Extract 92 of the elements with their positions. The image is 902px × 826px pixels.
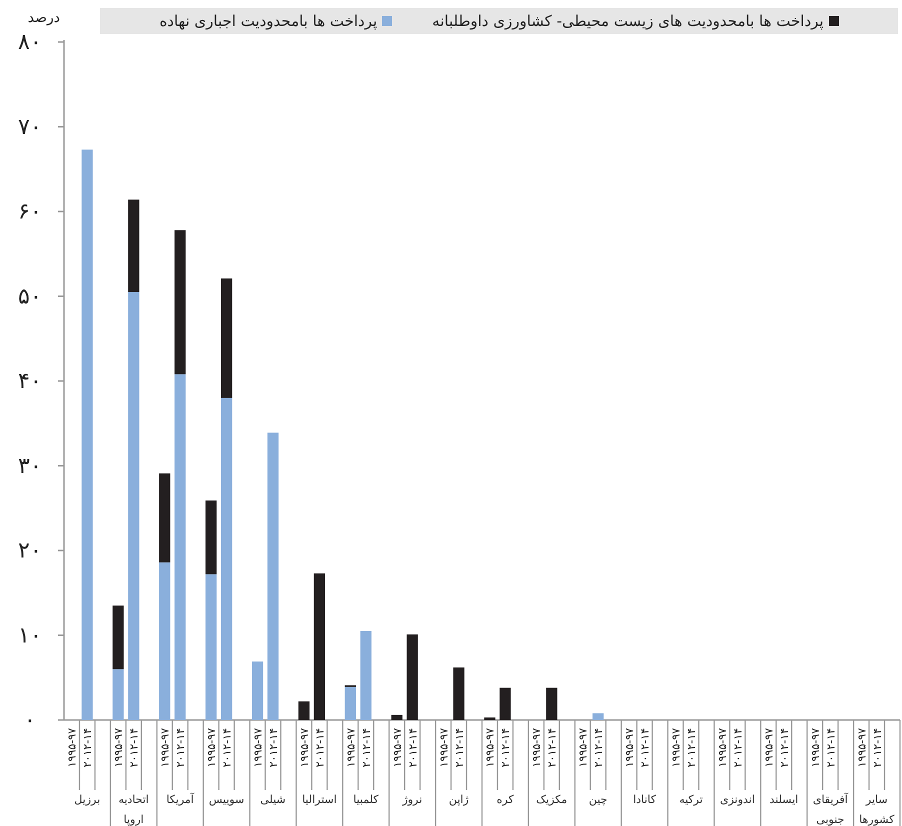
x-tick-label: ۲۰۱۲-۱۴	[220, 728, 234, 768]
bar	[267, 432, 279, 720]
x-tick-label: ۱۹۹۵-۹۷	[855, 728, 868, 768]
y-tick-label: ۲۰	[18, 538, 42, 564]
x-tick-label: ۱۹۹۵-۹۷	[437, 728, 450, 768]
x-tick-label: ۲۰۱۲-۱۴	[685, 728, 698, 768]
bar	[206, 500, 217, 574]
x-tick-label: ۱۹۹۵-۹۷	[670, 728, 683, 768]
bar	[128, 292, 140, 720]
x-tick-label: ۲۰۱۲-۱۴	[499, 728, 512, 768]
x-tick-label: ۲۰۱۲-۱۴	[360, 728, 373, 768]
bar	[174, 230, 186, 374]
text: کلمبیا	[352, 792, 380, 808]
y-axis-title: درصد	[28, 10, 60, 26]
x-tick-label: ۱۹۹۵-۹۷	[158, 728, 172, 768]
y-tick-label: ۸۰	[18, 30, 42, 55]
x-tick-label: ۱۹۹۵-۹۷	[762, 728, 776, 768]
x-tick-label: ۱۹۹۵-۹۷	[344, 728, 358, 768]
text: اندونزی	[718, 792, 756, 808]
text: سایر کشورها	[858, 792, 896, 826]
bar	[360, 631, 372, 720]
text: آفریقای جنوبی	[812, 792, 850, 826]
bar	[220, 278, 232, 398]
bar	[314, 573, 326, 720]
x-tick-label: ۱۹۹۵-۹۷	[716, 728, 729, 768]
bar	[252, 662, 264, 720]
bar	[500, 688, 511, 720]
bar	[112, 606, 124, 670]
text: نروژ	[401, 792, 424, 808]
text: شیلی	[259, 792, 287, 808]
x-tick-label: ۲۰۱۲-۱۴	[452, 728, 466, 768]
bar	[391, 714, 402, 720]
text: برزیل	[73, 792, 102, 808]
x-tick-label: ۱۹۹۵-۹۷	[576, 728, 590, 768]
legend-label: پرداخت ها بامحدودیت های زیست محیطی- کشاورزی داوطلبانه	[432, 12, 824, 30]
x-tick-label: ۲۰۱۲-۱۴	[267, 728, 280, 768]
x-tick-label: ۱۹۹۵-۹۷	[205, 728, 218, 768]
x-tick-label: ۲۰۱۲-۱۴	[592, 728, 606, 768]
x-tick-label: ۱۹۹۵-۹۷	[390, 728, 404, 768]
x-tick-label: ۲۰۱۲-۱۴	[638, 728, 652, 768]
y-tick-label: ۶۰	[18, 200, 42, 224]
x-tick-label: ۱۹۹۵-۹۷	[808, 728, 822, 768]
x-tick-label: ۲۰۱۲-۱۴	[406, 728, 420, 768]
text: ترکیه	[678, 792, 704, 808]
x-tick-label: ۲۰۱۲-۱۴	[313, 728, 326, 768]
bar	[298, 701, 310, 720]
x-tick-label: ۲۰۱۲-۱۴	[546, 728, 559, 768]
y-tick-label: ۷۰	[18, 114, 42, 140]
y-tick-label: ۱۰	[18, 623, 42, 648]
bar	[406, 634, 418, 720]
x-tick-label: ۱۹۹۵-۹۷	[530, 728, 544, 768]
x-tick-label: ۲۰۱۲-۱۴	[731, 728, 744, 768]
x-tick-label: ۲۰۱۲-۱۴	[128, 728, 141, 768]
bar	[546, 688, 558, 720]
x-tick-label: ۱۹۹۵-۹۷	[66, 728, 79, 768]
text: اتحادیه اروپا	[117, 792, 150, 826]
x-tick-label: ۱۹۹۵-۹۷	[623, 728, 636, 768]
bar	[112, 669, 124, 720]
text: آمریکا	[165, 792, 196, 808]
y-tick-label: ۰	[24, 708, 36, 733]
text: استرالیا	[301, 792, 338, 808]
text: مکزیک	[535, 792, 568, 808]
y-tick-label: ۳۰	[18, 454, 42, 479]
x-tick-label: ۲۰۱۲-۱۴	[824, 728, 838, 768]
bar	[174, 374, 186, 720]
bar	[128, 200, 140, 292]
text: سوییس	[208, 792, 246, 808]
bar	[82, 150, 93, 720]
x-tick-label: ۱۹۹۵-۹۷	[252, 728, 265, 768]
x-tick-label: ۲۰۱۲-۱۴	[174, 728, 188, 768]
text: ژاپن	[448, 792, 470, 808]
bar	[453, 667, 464, 720]
text: کانادا	[632, 792, 658, 808]
bar	[220, 398, 232, 720]
text: ایسلند	[768, 792, 800, 808]
y-tick-label: ۵۰	[18, 284, 42, 310]
legend-label: پرداخت ها بامحدودیت اجباری نهاده	[159, 12, 378, 30]
x-tick-label: ۱۹۹۵-۹۷	[298, 728, 311, 768]
bar	[206, 574, 217, 720]
x-tick-label: ۲۰۱۲-۱۴	[870, 728, 884, 768]
x-tick-label: ۱۹۹۵-۹۷	[484, 728, 497, 768]
x-tick-label: ۱۹۹۵-۹۷	[112, 728, 126, 768]
x-tick-label: ۲۰۱۲-۱۴	[778, 728, 791, 768]
bar	[159, 473, 170, 562]
y-tick-label: ۴۰	[18, 369, 42, 394]
bar	[484, 717, 496, 720]
text: چین	[588, 792, 608, 808]
bar	[159, 562, 170, 720]
bar	[344, 686, 356, 720]
text: کره	[496, 792, 515, 808]
x-tick-label: ۲۰۱۲-۱۴	[81, 728, 94, 768]
bar	[592, 713, 604, 720]
